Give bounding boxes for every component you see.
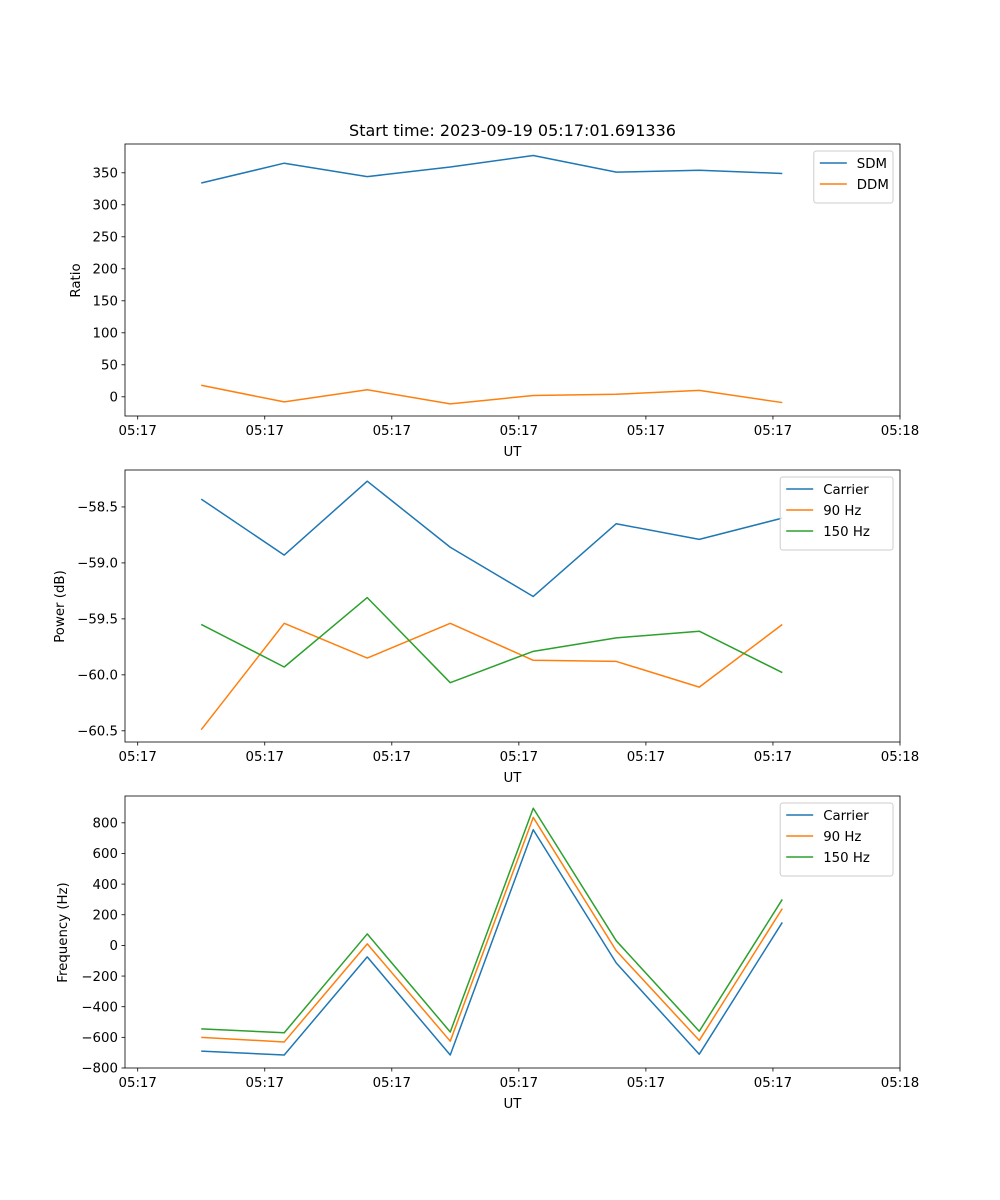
series-line-carrier <box>201 828 783 1056</box>
ratio-plot-area: 05:17 05:17 05:17 05:17 05:17 05:17 05:18 0 50 10… <box>93 143 919 439</box>
series-line-90-hz <box>200 622 783 731</box>
axes-frame <box>124 143 901 417</box>
axes-frame <box>124 469 901 743</box>
x-tick-label: 05:17 <box>500 1076 538 1091</box>
x-tick-label: 05:17 <box>627 424 665 439</box>
y-tick-label: −60.5 <box>77 725 118 740</box>
x-tick-label: 05:17 <box>118 1076 156 1091</box>
chart-title: Start time: 2023-09-19 05:17:01.691336 <box>349 121 676 140</box>
legend-label-90-hz: 90 Hz <box>823 830 861 845</box>
y-axis-label: Frequency (Hz) <box>56 882 71 983</box>
legend-label-ddm: DDM <box>857 178 889 193</box>
x-tick-label: 05:18 <box>881 750 919 765</box>
x-tick-label: 05:17 <box>754 750 792 765</box>
x-tick-label: 05:18 <box>881 424 919 439</box>
legend-label-90-hz: 90 Hz <box>823 504 861 519</box>
x-tick-label: 05:17 <box>118 424 156 439</box>
y-tick-label: 150 <box>93 295 118 310</box>
x-tick-label: 05:17 <box>373 1076 411 1091</box>
legend-box <box>813 150 894 204</box>
legend: SDM DDM <box>813 150 894 204</box>
y-tick-label: 600 <box>93 847 118 862</box>
series-line-sdm <box>201 154 783 184</box>
y-tick-label: 400 <box>93 878 118 893</box>
series-line-150-hz <box>201 807 783 1034</box>
x-tick-label: 05:17 <box>118 750 156 765</box>
x-tick-label: 05:17 <box>373 424 411 439</box>
legend: Carrier 90 Hz 150 Hz <box>779 802 894 877</box>
y-tick-label: −800 <box>81 1062 118 1077</box>
legend-label-150-hz: 150 Hz <box>823 851 870 866</box>
y-tick-label: 350 <box>93 167 118 182</box>
x-axis-label: UT <box>504 1097 523 1112</box>
y-tick-label: −400 <box>81 1000 118 1015</box>
ratio-panel: Start time: 2023-09-19 05:17:01.691336 0… <box>69 121 919 460</box>
legend-label-sdm: SDM <box>857 157 887 172</box>
x-axis-label: UT <box>504 445 523 460</box>
x-tick-label: 05:17 <box>373 750 411 765</box>
legend-label-carrier: Carrier <box>823 483 869 498</box>
series-line-150-hz <box>200 596 783 684</box>
x-tick-label: 05:17 <box>246 1076 284 1091</box>
frequency-plot-area: 05:17 05:17 05:17 05:17 05:17 05:17 05:18 −800 −… <box>81 795 919 1091</box>
x-tick-label: 05:17 <box>754 424 792 439</box>
x-tick-label: 05:17 <box>627 1076 665 1091</box>
y-tick-label: 250 <box>93 231 118 246</box>
y-tick-label: −59.5 <box>77 613 118 628</box>
series-line-90-hz <box>201 816 783 1043</box>
frequency-panel: 05:17 05:17 05:17 05:17 05:17 05:17 05:18 −800 −… <box>56 795 919 1112</box>
x-tick-label: 05:17 <box>627 750 665 765</box>
y-tick-label: 50 <box>101 359 118 374</box>
y-tick-label: 800 <box>93 817 118 832</box>
series-line-ddm <box>201 384 783 405</box>
y-tick-label: −58.5 <box>77 501 118 516</box>
power-panel: 05:17 05:17 05:17 05:17 05:17 05:17 05:18 −60.5… <box>53 469 919 786</box>
y-tick-label: 200 <box>93 263 118 278</box>
x-tick-label: 05:17 <box>246 424 284 439</box>
y-tick-label: 200 <box>93 908 118 923</box>
axes-frame <box>124 795 901 1069</box>
power-plot-area: 05:17 05:17 05:17 05:17 05:17 05:17 05:18 −60.5… <box>77 469 919 765</box>
y-tick-label: −59.0 <box>77 557 118 572</box>
y-tick-label: 300 <box>93 199 118 214</box>
x-tick-label: 05:17 <box>754 1076 792 1091</box>
legend-label-150-hz: 150 Hz <box>823 525 870 540</box>
series-line-carrier <box>200 480 783 598</box>
x-tick-label: 05:18 <box>881 1076 919 1091</box>
x-tick-label: 05:17 <box>500 424 538 439</box>
x-tick-label: 05:17 <box>500 750 538 765</box>
y-axis-label: Power (dB) <box>53 570 68 643</box>
y-tick-label: −60.0 <box>77 669 118 684</box>
x-tick-label: 05:17 <box>246 750 284 765</box>
x-axis-label: UT <box>504 771 523 786</box>
legend: Carrier 90 Hz 150 Hz <box>779 476 894 551</box>
y-tick-label: 0 <box>110 391 118 406</box>
y-tick-label: 100 <box>93 327 118 342</box>
y-tick-label: −200 <box>81 970 118 985</box>
legend-label-carrier: Carrier <box>823 809 869 824</box>
y-axis-label: Ratio <box>69 263 84 297</box>
y-tick-label: −600 <box>81 1031 118 1046</box>
y-tick-label: 0 <box>110 939 118 954</box>
